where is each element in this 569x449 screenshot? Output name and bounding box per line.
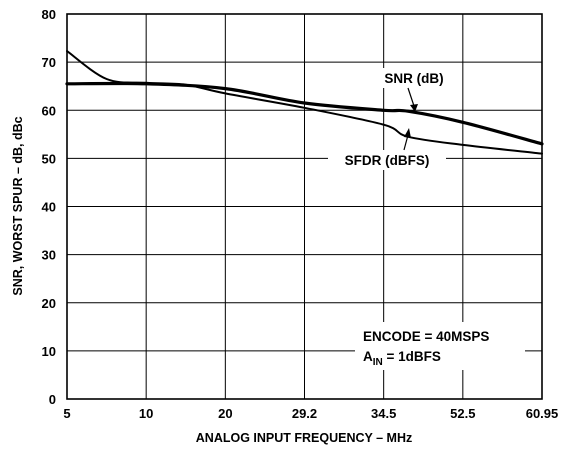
y-tick-label: 50 [42, 151, 56, 166]
x-axis-title: ANALOG INPUT FREQUENCY – MHz [196, 431, 412, 445]
series-line-1 [66, 50, 543, 155]
y-tick-label: 0 [49, 392, 56, 407]
sfdr-arrowhead [404, 128, 411, 138]
series-lines [65, 50, 544, 155]
x-tick-label: 29.2 [292, 406, 317, 421]
x-tick-label: 20 [218, 406, 232, 421]
ain-value: = 1dBFS [383, 349, 441, 364]
sfdr-label-pointer [403, 134, 409, 151]
encode-annotation: ENCODE = 40MSPS [363, 329, 489, 344]
y-tick-label: 10 [42, 344, 56, 359]
snr-arrowhead [410, 104, 418, 112]
y-tick-label: 30 [42, 248, 56, 263]
sfdr-label-bg [328, 150, 446, 170]
x-tick-label: 52.5 [450, 406, 475, 421]
y-axis-title: SNR, WORST SPUR – dB, dBc [11, 116, 25, 295]
snr-label-pointer [407, 87, 415, 107]
y-tick-label: 80 [42, 7, 56, 22]
sfdr-label: SFDR (dBFS) [345, 153, 430, 168]
ain-a: A [363, 349, 373, 364]
snr-label: SNR (dB) [384, 71, 443, 86]
y-tick-label: 70 [42, 55, 56, 70]
y-tick-label: 20 [42, 296, 56, 311]
x-tick-label: 5 [63, 406, 70, 421]
x-tick-label: 10 [139, 406, 153, 421]
snr-label-bg [374, 68, 454, 88]
grid [67, 14, 542, 399]
x-tick-labels: 5 10 20 29.2 34.5 52.5 60.95 [63, 406, 558, 421]
conditions-bg [355, 322, 525, 370]
y-tick-label: 40 [42, 200, 56, 215]
ain-subscript: IN [373, 357, 383, 368]
x-tick-label: 60.95 [526, 406, 559, 421]
x-tick-label: 34.5 [371, 406, 396, 421]
y-tick-label: 60 [42, 103, 56, 118]
plot-frame [66, 13, 543, 400]
ain-annotation: AIN = 1dBFS [363, 349, 441, 368]
y-tick-labels: 0 10 20 30 40 50 60 70 80 [42, 7, 56, 407]
